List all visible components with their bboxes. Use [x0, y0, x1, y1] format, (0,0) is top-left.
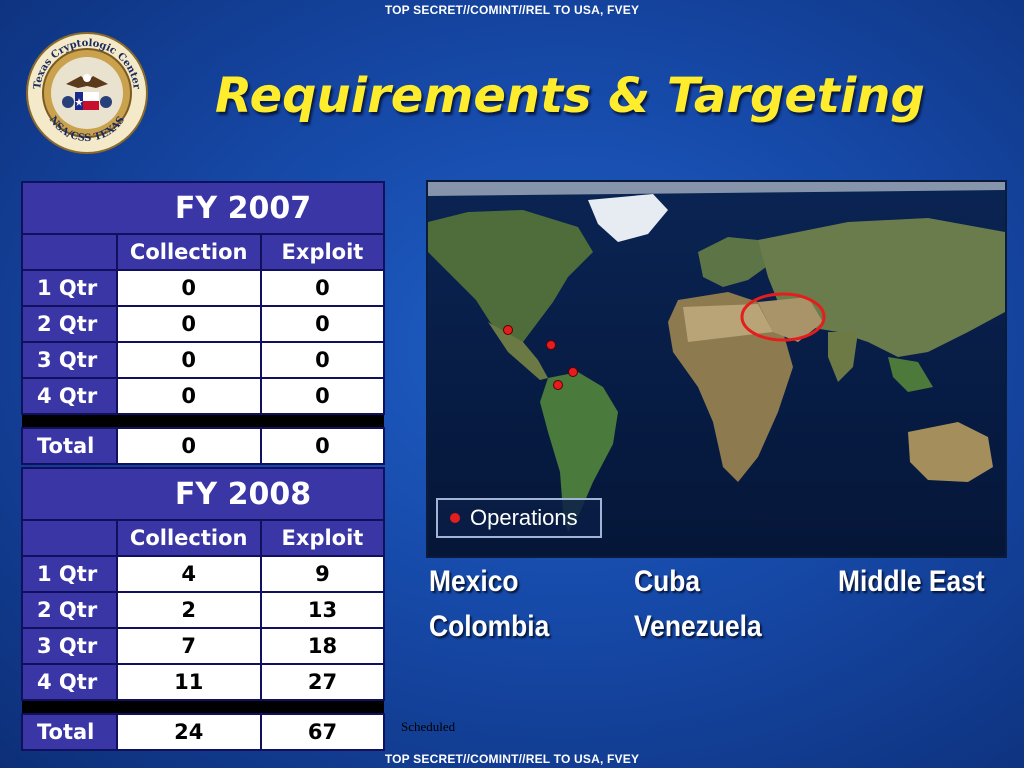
row-label: 1 Qtr [21, 269, 118, 307]
total-row: Total 0 0 [21, 427, 386, 465]
table-divider [22, 414, 384, 428]
exploit-cell: 0 [259, 269, 386, 307]
fy2008-corner-cell [21, 519, 118, 557]
total-exploit-cell: 0 [259, 427, 386, 465]
middle-east-highlight [740, 292, 826, 342]
fy2007-heading: FY 2007 [21, 181, 385, 235]
table-divider [22, 700, 384, 714]
fy2007-col-collection: Collection [115, 233, 262, 271]
region-label-venezuela: Venezuela [634, 610, 762, 643]
collection-cell: 7 [115, 627, 262, 665]
row-label: 3 Qtr [21, 627, 118, 665]
texas-cryptologic-center-seal: Texas Cryptologic Center NSA/CSS TEXAS [26, 32, 148, 154]
region-label-middle-east: Middle East [838, 565, 985, 598]
classification-banner-bottom: TOP SECRET//COMINT//REL TO USA, FVEY [384, 752, 640, 766]
exploit-cell: 13 [259, 591, 386, 629]
legend-label: Operations [470, 505, 578, 530]
classification-banner-top: TOP SECRET//COMINT//REL TO USA, FVEY [384, 3, 640, 17]
fy2008-col-collection: Collection [115, 519, 262, 557]
page-title: Requirements & Targeting [215, 68, 925, 124]
collection-cell: 4 [115, 555, 262, 593]
operation-marker-cuba [546, 340, 556, 350]
exploit-cell: 9 [259, 555, 386, 593]
row-label: 3 Qtr [21, 341, 118, 379]
fy2008-heading: FY 2008 [21, 467, 385, 521]
table-row: 3 Qtr 0 0 [21, 341, 386, 379]
total-row: Total 24 67 [21, 713, 386, 751]
exploit-cell: 18 [259, 627, 386, 665]
fy2008-table: FY 2008 Collection Exploit 1 Qtr 4 9 2 Q… [21, 467, 386, 751]
row-label: 1 Qtr [21, 555, 118, 593]
exploit-cell: 27 [259, 663, 386, 701]
total-label: Total [21, 713, 118, 751]
collection-cell: 0 [115, 305, 262, 343]
row-label: 2 Qtr [21, 591, 118, 629]
map-legend: Operations [436, 498, 602, 538]
table-row: 1 Qtr 0 0 [21, 269, 386, 307]
collection-cell: 0 [115, 377, 262, 415]
eagle-icon [66, 74, 108, 88]
scheduled-note: Scheduled [401, 719, 456, 734]
fy2007-col-exploit: Exploit [259, 233, 386, 271]
total-collection-cell: 24 [115, 713, 262, 751]
exploit-cell: 0 [259, 305, 386, 343]
world-map-image [428, 182, 1005, 556]
exploit-cell: 0 [259, 341, 386, 379]
table-row: 3 Qtr 7 18 [21, 627, 386, 665]
row-label: 4 Qtr [21, 663, 118, 701]
table-row: 4 Qtr 0 0 [21, 377, 386, 415]
collection-cell: 2 [115, 591, 262, 629]
total-exploit-cell: 67 [259, 713, 386, 751]
operation-marker-colombia [553, 380, 563, 390]
fy2008-col-exploit: Exploit [259, 519, 386, 557]
collection-cell: 11 [115, 663, 262, 701]
total-collection-cell: 0 [115, 427, 262, 465]
table-row: 4 Qtr 11 27 [21, 663, 386, 701]
operation-marker-venezuela [568, 367, 578, 377]
exploit-cell: 0 [259, 377, 386, 415]
region-label-cuba: Cuba [634, 565, 700, 598]
fy2007-table: FY 2007 Collection Exploit 1 Qtr 0 0 2 Q… [21, 181, 386, 465]
row-label: 4 Qtr [21, 377, 118, 415]
world-map: Operations [426, 180, 1007, 558]
table-row: 2 Qtr 0 0 [21, 305, 386, 343]
table-row: 1 Qtr 4 9 [21, 555, 386, 593]
collection-cell: 0 [115, 341, 262, 379]
region-label-colombia: Colombia [429, 610, 550, 643]
texas-flag-icon [75, 92, 99, 110]
collection-cell: 0 [115, 269, 262, 307]
operations-dot-icon [450, 513, 460, 523]
row-label: 2 Qtr [21, 305, 118, 343]
region-label-mexico: Mexico [429, 565, 519, 598]
fy2007-corner-cell [21, 233, 118, 271]
operation-marker-mexico [503, 325, 513, 335]
total-label: Total [21, 427, 118, 465]
operation-markers [503, 325, 578, 390]
table-row: 2 Qtr 2 13 [21, 591, 386, 629]
